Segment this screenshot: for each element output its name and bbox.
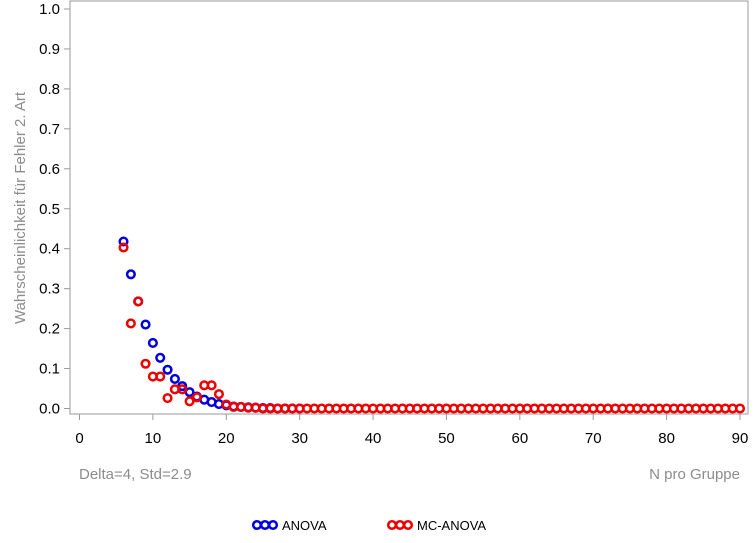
data-point-anova (155, 352, 166, 363)
data-points (118, 236, 746, 414)
legend-label-anova: ANOVA (282, 518, 327, 533)
data-point-mc-anova (184, 396, 195, 407)
y-tick-label: 0.3 (39, 281, 60, 298)
legend: ANOVA MC-ANOVA (251, 518, 486, 533)
y-tick-label: 0.6 (39, 161, 60, 178)
data-point-anova (118, 236, 129, 247)
legend-label-mc-anova: MC-ANOVA (417, 518, 486, 533)
data-point-anova (125, 269, 136, 280)
y-tick-label: 0.0 (39, 401, 60, 418)
legend-marker-anova (259, 519, 271, 531)
x-tick-label: 90 (732, 430, 749, 447)
data-point-mc-anova (177, 384, 188, 395)
plot-frame (69, 0, 749, 415)
legend-marker-mc-anova (394, 519, 406, 531)
data-point-anova (147, 337, 158, 349)
data-point-mc-anova (155, 371, 166, 382)
data-point-anova (162, 364, 173, 375)
y-axis: 0.0 0.1 0.2 0.3 0.4 0.5 0.6 0.7 0.8 0.9 1.0 (39, 1, 70, 418)
x-tick-label: 40 (365, 430, 382, 447)
legend-marker-anova (251, 519, 263, 531)
y-tick-label: 0.2 (39, 321, 60, 338)
x-tick-label: 50 (438, 430, 455, 447)
x-tick-label: 80 (658, 430, 675, 447)
y-tick-label: 1.0 (39, 1, 60, 18)
x-axis: 0 10 20 30 40 50 60 70 80 90 (75, 414, 748, 447)
legend-item-anova: ANOVA (251, 518, 327, 533)
legend-marker-mc-anova (402, 519, 414, 531)
data-point-mc-anova (206, 380, 217, 391)
data-point-mc-anova (213, 389, 224, 400)
data-point-mc-anova (133, 296, 144, 307)
y-tick-label: 0.9 (39, 41, 60, 58)
chart-annotation: Delta=4, Std=2.9 (79, 466, 192, 483)
y-tick-label: 0.4 (39, 241, 60, 258)
data-point-mc-anova (191, 392, 202, 403)
x-axis-title: N pro Gruppe (649, 466, 740, 483)
data-point-mc-anova (118, 242, 129, 253)
x-tick-label: 70 (585, 430, 602, 447)
legend-marker-mc-anova (386, 519, 398, 531)
data-point-mc-anova (162, 393, 173, 404)
x-tick-label: 0 (75, 430, 83, 447)
legend-marker-anova (267, 519, 279, 531)
data-point-anova (169, 373, 180, 384)
data-point-mc-anova (734, 403, 746, 414)
x-tick-label: 20 (218, 430, 235, 447)
y-tick-label: 0.1 (39, 361, 60, 378)
y-tick-label: 0.5 (39, 201, 60, 218)
data-point-anova (140, 319, 151, 330)
y-tick-label: 0.8 (39, 81, 60, 98)
legend-item-mc-anova: MC-ANOVA (386, 518, 486, 533)
x-tick-label: 30 (291, 430, 308, 447)
y-axis-title: Wahrscheinlichkeit für Fehler 2. Art (12, 91, 29, 324)
y-tick-label: 0.7 (39, 121, 60, 138)
x-tick-label: 60 (511, 430, 528, 447)
x-tick-label: 10 (145, 430, 162, 447)
data-point-mc-anova (140, 358, 151, 369)
data-point-mc-anova (125, 318, 136, 329)
